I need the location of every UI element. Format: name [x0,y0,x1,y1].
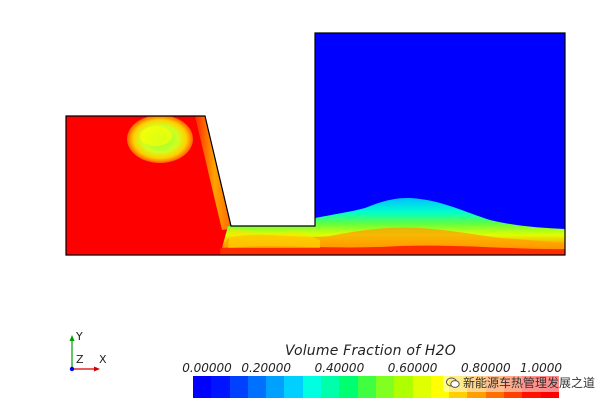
y-axis-label: Y [75,330,83,343]
watermark-text: 新能源车热管理发展之道 [463,376,596,390]
colorbar-segment [375,376,395,398]
colorbar-tick-label: 0.20000 [241,361,291,375]
colorbar-tick-label: 0.00000 [182,361,232,375]
colorbar-tick-label: 1.0000 [520,361,562,375]
colorbar-segment [412,376,431,398]
colorbar-segment [193,376,212,398]
z-axis-label: Z [76,353,84,366]
y-axis-arrow [69,335,75,341]
colorbar-segment [247,376,267,398]
colorbar-tick-label: 0.80000 [460,361,511,375]
water-bottom-layer [220,245,565,255]
domain-outline [65,32,566,256]
z-axis-dot [69,366,75,372]
wechat-icon [446,377,460,389]
colorbar-segment [321,376,340,398]
watermark: 新能源车热管理发展之道 [443,373,599,392]
x-axis-label: X [99,353,107,366]
wall-streak [195,116,234,230]
colorbar [193,376,559,398]
colorbar-segment [229,376,248,398]
x-axis-arrow [94,366,100,372]
colorbar-segment [211,376,230,398]
colorbar-segment [302,376,322,398]
colorbar-segment [266,376,285,398]
colorbar-segment [339,376,358,398]
colorbar-segment [394,376,413,398]
channel-mix [228,228,320,248]
air-bubble-core [140,126,172,146]
colorbar-tick-label: 0.40000 [314,361,365,375]
colorbar-segment [284,376,303,398]
colorbar-tick-label: 0.60000 [387,361,438,375]
colorbar-segment [357,376,376,398]
axis-triad: Y Z X [69,330,107,372]
colorbar-title: Volume Fraction of H2O [285,343,456,359]
